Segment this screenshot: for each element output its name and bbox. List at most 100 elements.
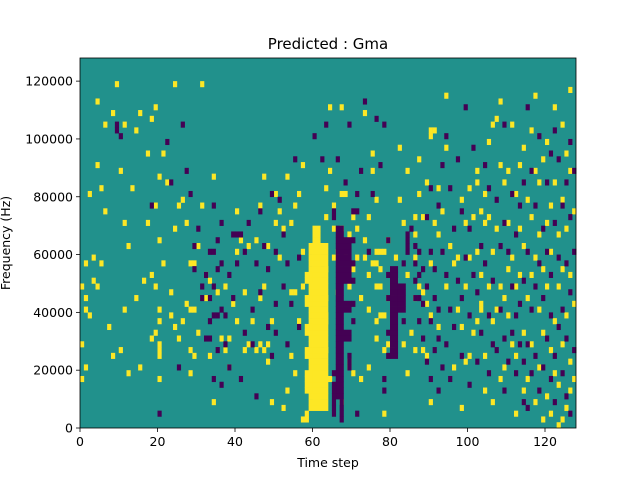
heatmap-cell-high	[517, 162, 523, 169]
heatmap-cell-high	[498, 162, 503, 169]
heatmap-cell-low	[490, 341, 495, 348]
heatmap-cell-high	[219, 335, 224, 342]
heatmap-cell-high	[397, 144, 402, 151]
heatmap-cell-low	[242, 329, 247, 336]
heatmap-cell-high	[560, 416, 565, 423]
heatmap-cell-low	[417, 248, 422, 255]
heatmap-cell-low	[335, 347, 344, 354]
heatmap-cell-high	[188, 306, 193, 313]
heatmap-cell-low	[390, 295, 399, 302]
heatmap-cell-high	[242, 347, 247, 354]
heatmap-cell-high	[293, 289, 298, 296]
heatmap-cell-high	[568, 271, 573, 278]
heatmap-cell-high	[517, 225, 523, 232]
heatmap-cell-high	[386, 341, 391, 348]
heatmap-cell-high	[529, 127, 534, 134]
heatmap-cell-high	[548, 347, 554, 354]
heatmap-cell-low	[227, 364, 232, 371]
heatmap-cell-high	[428, 399, 433, 406]
heatmap-cell-high	[157, 237, 162, 244]
heatmap-cell-low	[552, 219, 557, 226]
heatmap-cell-low	[343, 271, 352, 278]
x-axis-title: Time step	[296, 455, 359, 470]
heatmap-cell-low	[335, 335, 344, 342]
heatmap-cell-high	[521, 387, 526, 394]
heatmap-cell-high	[138, 364, 143, 371]
heatmap-cell-high	[366, 214, 371, 221]
heatmap-cell-high	[308, 381, 329, 388]
heatmap-cell-high	[552, 104, 557, 111]
heatmap-cell-low	[331, 387, 337, 394]
heatmap-cell-high	[556, 283, 561, 290]
heatmap-cell-low	[351, 277, 356, 284]
heatmap-cell-low	[436, 387, 441, 394]
heatmap-cell-high	[382, 347, 387, 354]
heatmap-cell-high	[529, 271, 534, 278]
heatmap-cell-high	[289, 219, 294, 226]
heatmap-cell-low	[382, 387, 387, 394]
heatmap-cell-high	[552, 179, 557, 186]
heatmap-cell-low	[335, 295, 344, 302]
heatmap-cell-high	[378, 283, 383, 290]
heatmap-cell-low	[390, 277, 399, 284]
heatmap-cell-low	[548, 312, 554, 319]
heatmap-cell-low	[250, 341, 255, 348]
heatmap-cell-high	[192, 260, 197, 267]
heatmap-cell-low	[572, 248, 577, 255]
heatmap-cell-low	[343, 179, 348, 186]
heatmap-cell-low	[517, 341, 523, 348]
heatmap-cell-low	[273, 248, 278, 255]
heatmap-cell-low	[521, 277, 526, 284]
heatmap-cell-low	[421, 335, 426, 342]
heatmap-cell-high	[103, 208, 108, 215]
heatmap-cell-high	[87, 190, 92, 198]
heatmap-cell-high	[374, 196, 379, 203]
heatmap-cell-low	[335, 271, 344, 278]
heatmap-cell-low	[335, 358, 344, 365]
heatmap-cell-high	[378, 312, 383, 319]
heatmap-cell-high	[428, 260, 433, 267]
heatmap-cell-low	[510, 329, 515, 336]
heatmap-cell-high	[308, 306, 329, 313]
heatmap-cell-high	[475, 179, 480, 186]
heatmap-cell-high	[111, 352, 116, 359]
heatmap-cell-high	[475, 248, 480, 255]
heatmap-cell-high	[417, 190, 422, 198]
y-tick-label: 120000	[25, 74, 73, 89]
heatmap-cell-low	[335, 225, 344, 232]
heatmap-cell-low	[424, 283, 430, 290]
heatmap-cell-high	[568, 86, 573, 93]
heatmap-cell-high	[180, 318, 185, 325]
heatmap-cell-low	[335, 364, 344, 371]
heatmap-cell-high	[235, 208, 240, 215]
heatmap-cell-low	[169, 179, 174, 186]
heatmap-cell-high	[541, 416, 546, 423]
heatmap-cell-low	[556, 254, 561, 261]
heatmap-cell-low	[521, 179, 526, 186]
heatmap-cell-low	[343, 260, 352, 267]
heatmap-cell-low	[459, 352, 464, 359]
heatmap-cell-high	[413, 254, 418, 261]
heatmap-cell-high	[545, 283, 550, 290]
heatmap-cell-low	[537, 133, 542, 140]
y-axis: 0 20000 40000 60000 80000 100000 120000	[25, 74, 80, 436]
heatmap-cell-low	[331, 393, 337, 400]
heatmap-cell-high	[304, 329, 313, 336]
heatmap-cell-low	[335, 341, 344, 348]
heatmap-cell-high	[510, 254, 515, 261]
heatmap-cell-low	[428, 185, 433, 192]
heatmap-cell-low	[572, 167, 577, 174]
heatmap-cell-high	[370, 150, 375, 157]
heatmap-cell-low	[242, 248, 247, 255]
heatmap-cell-low	[157, 410, 162, 417]
heatmap-cell-low	[467, 225, 472, 232]
heatmap-cell-high	[273, 219, 278, 226]
heatmap-cell-low	[331, 404, 337, 411]
heatmap-cell-high	[308, 271, 329, 278]
heatmap-cell-high	[153, 104, 158, 111]
heatmap-cell-high	[424, 179, 430, 186]
heatmap-cell-low	[351, 208, 360, 215]
heatmap-cell-low	[207, 318, 213, 325]
heatmap-cell-high	[463, 219, 468, 226]
heatmap-cell-high	[176, 202, 182, 209]
